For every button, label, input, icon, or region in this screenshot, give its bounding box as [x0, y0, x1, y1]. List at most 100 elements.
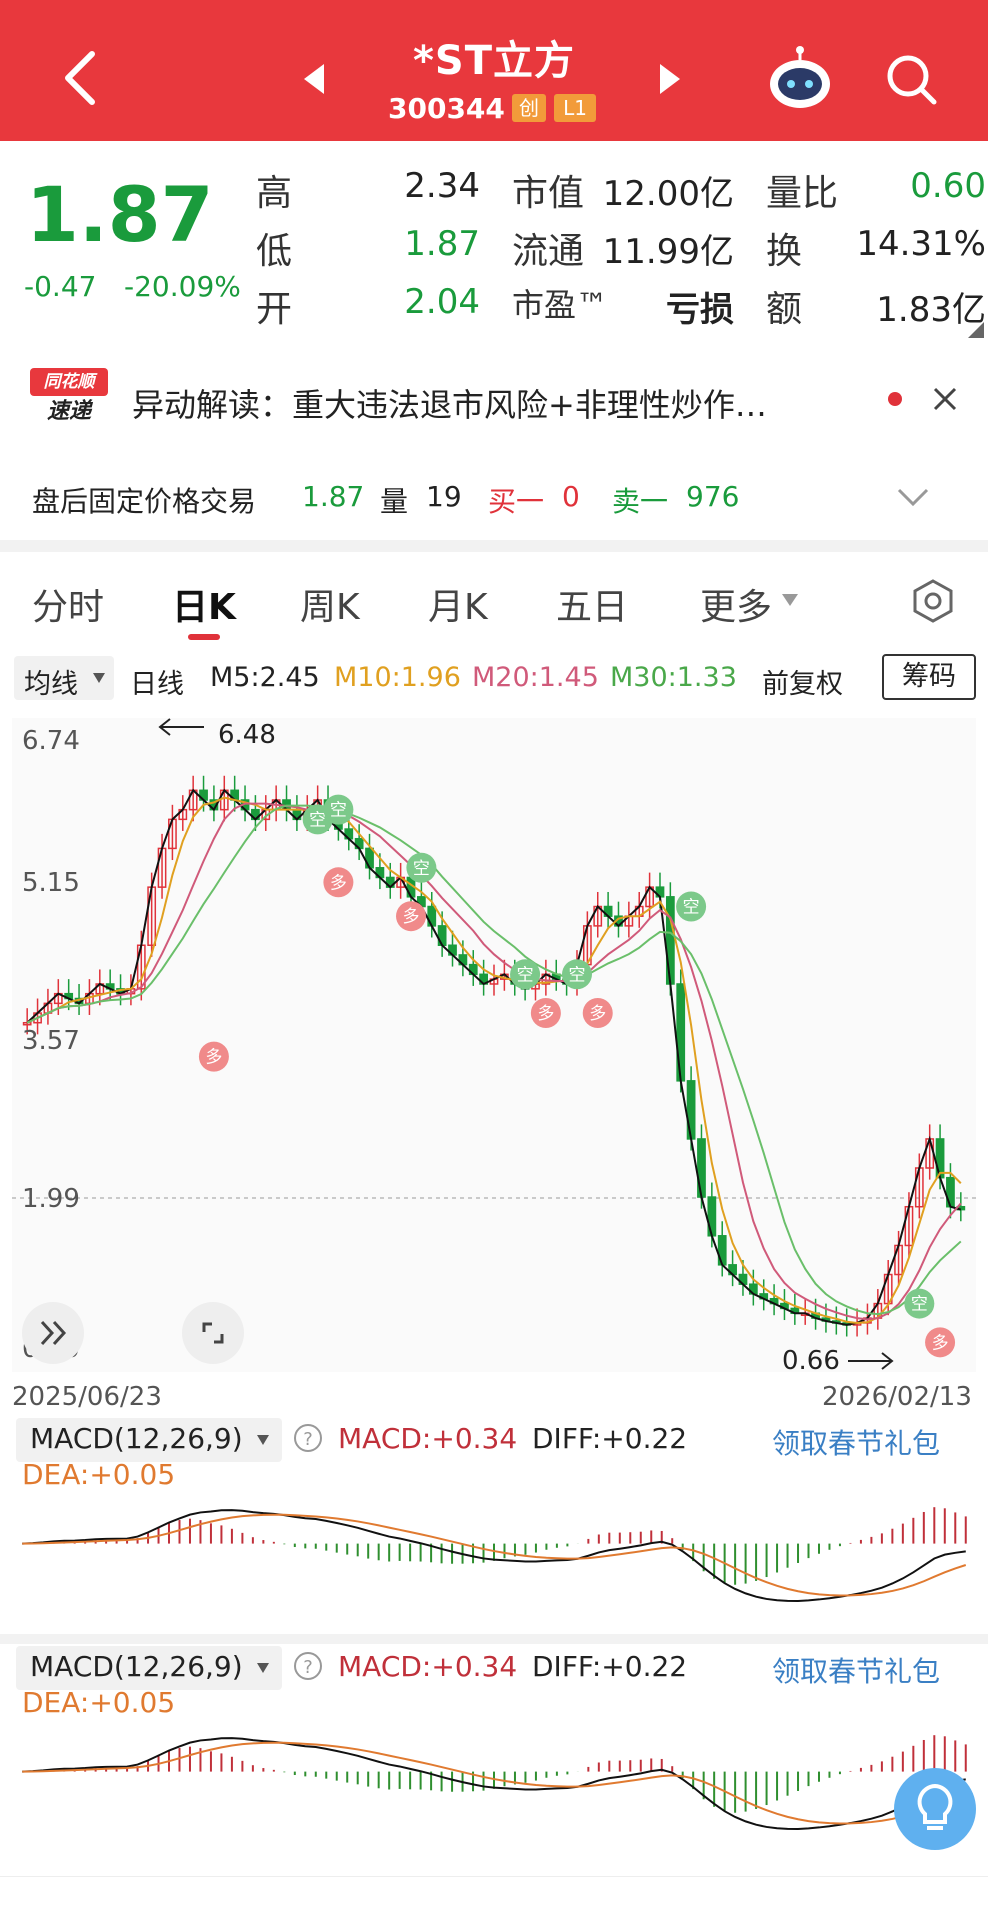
tab-five-day[interactable]: 五日 — [556, 587, 629, 628]
svg-text:?: ? — [303, 1657, 313, 1678]
chuang-badge: 创 — [512, 94, 546, 122]
bottom-toolbar — [0, 1876, 988, 1916]
unread-dot — [888, 392, 902, 406]
y-tick-top: 6.74 — [22, 726, 80, 756]
macd-value-2: MACD:+0.34 — [338, 1650, 518, 1683]
ma-selector-label: 均线 — [24, 669, 78, 700]
kline-chart-area[interactable]: 多空空多空多空多空多空空多 — [12, 718, 976, 1372]
sell1-value: 976 — [686, 480, 740, 513]
pe-label: 市盈™ — [512, 286, 609, 324]
help-icon-2[interactable]: ? — [292, 1650, 324, 1682]
macd-value-1: MACD:+0.34 — [338, 1422, 518, 1455]
after-hours-vol: 19 — [426, 480, 462, 513]
macd-caret-icon-2 — [257, 1663, 269, 1673]
tab-weekly-k[interactable]: 周K — [300, 587, 360, 628]
signal-chip-label: 多 — [205, 1048, 222, 1068]
open-value: 2.04 — [404, 282, 480, 322]
price-change: -0.47 — [24, 270, 97, 303]
signal-chip-label: 多 — [330, 873, 347, 893]
ma30-line — [26, 804, 962, 1316]
x-start-date: 2025/06/23 — [12, 1382, 162, 1412]
diff-line — [22, 1737, 966, 1830]
signal-chip-label: 空 — [309, 810, 326, 830]
signal-chip-label: 多 — [537, 1004, 554, 1024]
y-tick-2: 5.15 — [22, 868, 80, 898]
signal-chip — [406, 852, 437, 883]
signal-chip — [925, 1327, 956, 1358]
macd-chart-2 — [22, 1735, 967, 1830]
settings-hex-icon[interactable] — [910, 578, 956, 624]
next-stock-icon[interactable] — [656, 62, 684, 96]
float-label: 流通 — [512, 231, 585, 272]
max-price-label: 6.48 — [218, 720, 276, 750]
dea-value-2: DEA:+0.05 — [22, 1686, 176, 1719]
help-icon-1[interactable]: ? — [292, 1422, 324, 1454]
signal-chip-label: 多 — [932, 1333, 949, 1353]
signal-chip — [676, 891, 707, 922]
more-caret-icon — [782, 594, 798, 606]
signal-chip-label: 空 — [568, 965, 585, 985]
active-tab-indicator — [188, 634, 220, 640]
volratio-value: 0.60 — [910, 166, 986, 206]
ma5: M5:2.45 — [210, 662, 320, 693]
diff-line — [22, 1509, 966, 1602]
expand-left-button[interactable] — [22, 1302, 84, 1364]
ma30: M30:1.33 — [610, 662, 737, 693]
macd-caret-icon-1 — [257, 1435, 269, 1445]
fullscreen-button[interactable] — [182, 1302, 244, 1364]
search-icon[interactable] — [884, 52, 940, 108]
volratio-label: 量比 — [766, 173, 839, 214]
pe-value: 亏损 — [666, 290, 734, 330]
tab-daily-k[interactable]: 日K — [172, 587, 236, 628]
diff-value-1: DIFF:+0.22 — [532, 1422, 688, 1455]
signal-chip — [323, 867, 354, 898]
tab-monthly-k[interactable]: 月K — [428, 587, 488, 628]
turnover-value: 14.31% — [856, 224, 986, 264]
promo-link-1[interactable]: 领取春节礼包 — [772, 1427, 941, 1460]
prev-stock-icon[interactable] — [300, 62, 328, 96]
tab-intraday[interactable]: 分时 — [32, 587, 105, 628]
min-price-label: 0.66 — [782, 1346, 840, 1376]
signal-chip — [198, 1041, 229, 1072]
signal-chip — [904, 1288, 935, 1319]
back-icon[interactable] — [60, 50, 100, 106]
macd-selector-2[interactable] — [16, 1646, 282, 1690]
svg-text:?: ? — [303, 1429, 313, 1450]
dea-value-1: DEA:+0.05 — [22, 1458, 176, 1491]
logo-bottom: 速递 — [46, 399, 91, 424]
dea-line — [22, 1513, 967, 1597]
buy1-value: 0 — [562, 480, 580, 513]
candle-body — [22, 1021, 32, 1026]
notice-text[interactable]: 异动解读：重大违法退市风险+非理性炒作… — [132, 386, 767, 424]
x-end-date: 2026/02/13 — [822, 1382, 972, 1412]
max-arrow-icon — [158, 718, 204, 736]
mktcap-label: 市值 — [512, 173, 585, 214]
signal-chip — [561, 959, 592, 990]
current-price: 1.87 — [26, 170, 214, 259]
lightbulb-icon — [917, 1783, 953, 1830]
y-tick-4: 1.99 — [22, 1184, 80, 1214]
adjust-mode[interactable]: 前复权 — [762, 669, 843, 700]
promo-link-2[interactable]: 领取春节礼包 — [772, 1655, 941, 1688]
macd-title-2: MACD(12,26,9) — [30, 1650, 243, 1683]
macd-selector-1[interactable] — [16, 1418, 282, 1462]
chips-button[interactable]: 筹码 — [882, 654, 976, 700]
robot-assistant-icon[interactable] — [764, 44, 836, 114]
chevron-down-icon[interactable] — [896, 486, 930, 508]
stock-code: 300344 — [388, 92, 505, 125]
expand-corner-icon[interactable] — [964, 322, 984, 338]
level-badge: L1 — [554, 94, 596, 122]
signal-chip-label: 空 — [517, 965, 534, 985]
divider-2 — [0, 1634, 988, 1644]
high-value: 2.34 — [404, 166, 480, 206]
signal-chip — [530, 998, 561, 1029]
tab-more[interactable]: 更多 — [700, 587, 773, 628]
signal-chip-label: 空 — [330, 801, 347, 821]
close-icon[interactable] — [932, 386, 958, 412]
signal-chip — [323, 794, 354, 825]
ai-insight-button[interactable] — [894, 1768, 976, 1850]
price-change-pct: -20.09% — [124, 270, 241, 303]
turnover-label: 换 — [766, 231, 803, 272]
ths-logo: 同花顺 速递 — [30, 368, 108, 430]
